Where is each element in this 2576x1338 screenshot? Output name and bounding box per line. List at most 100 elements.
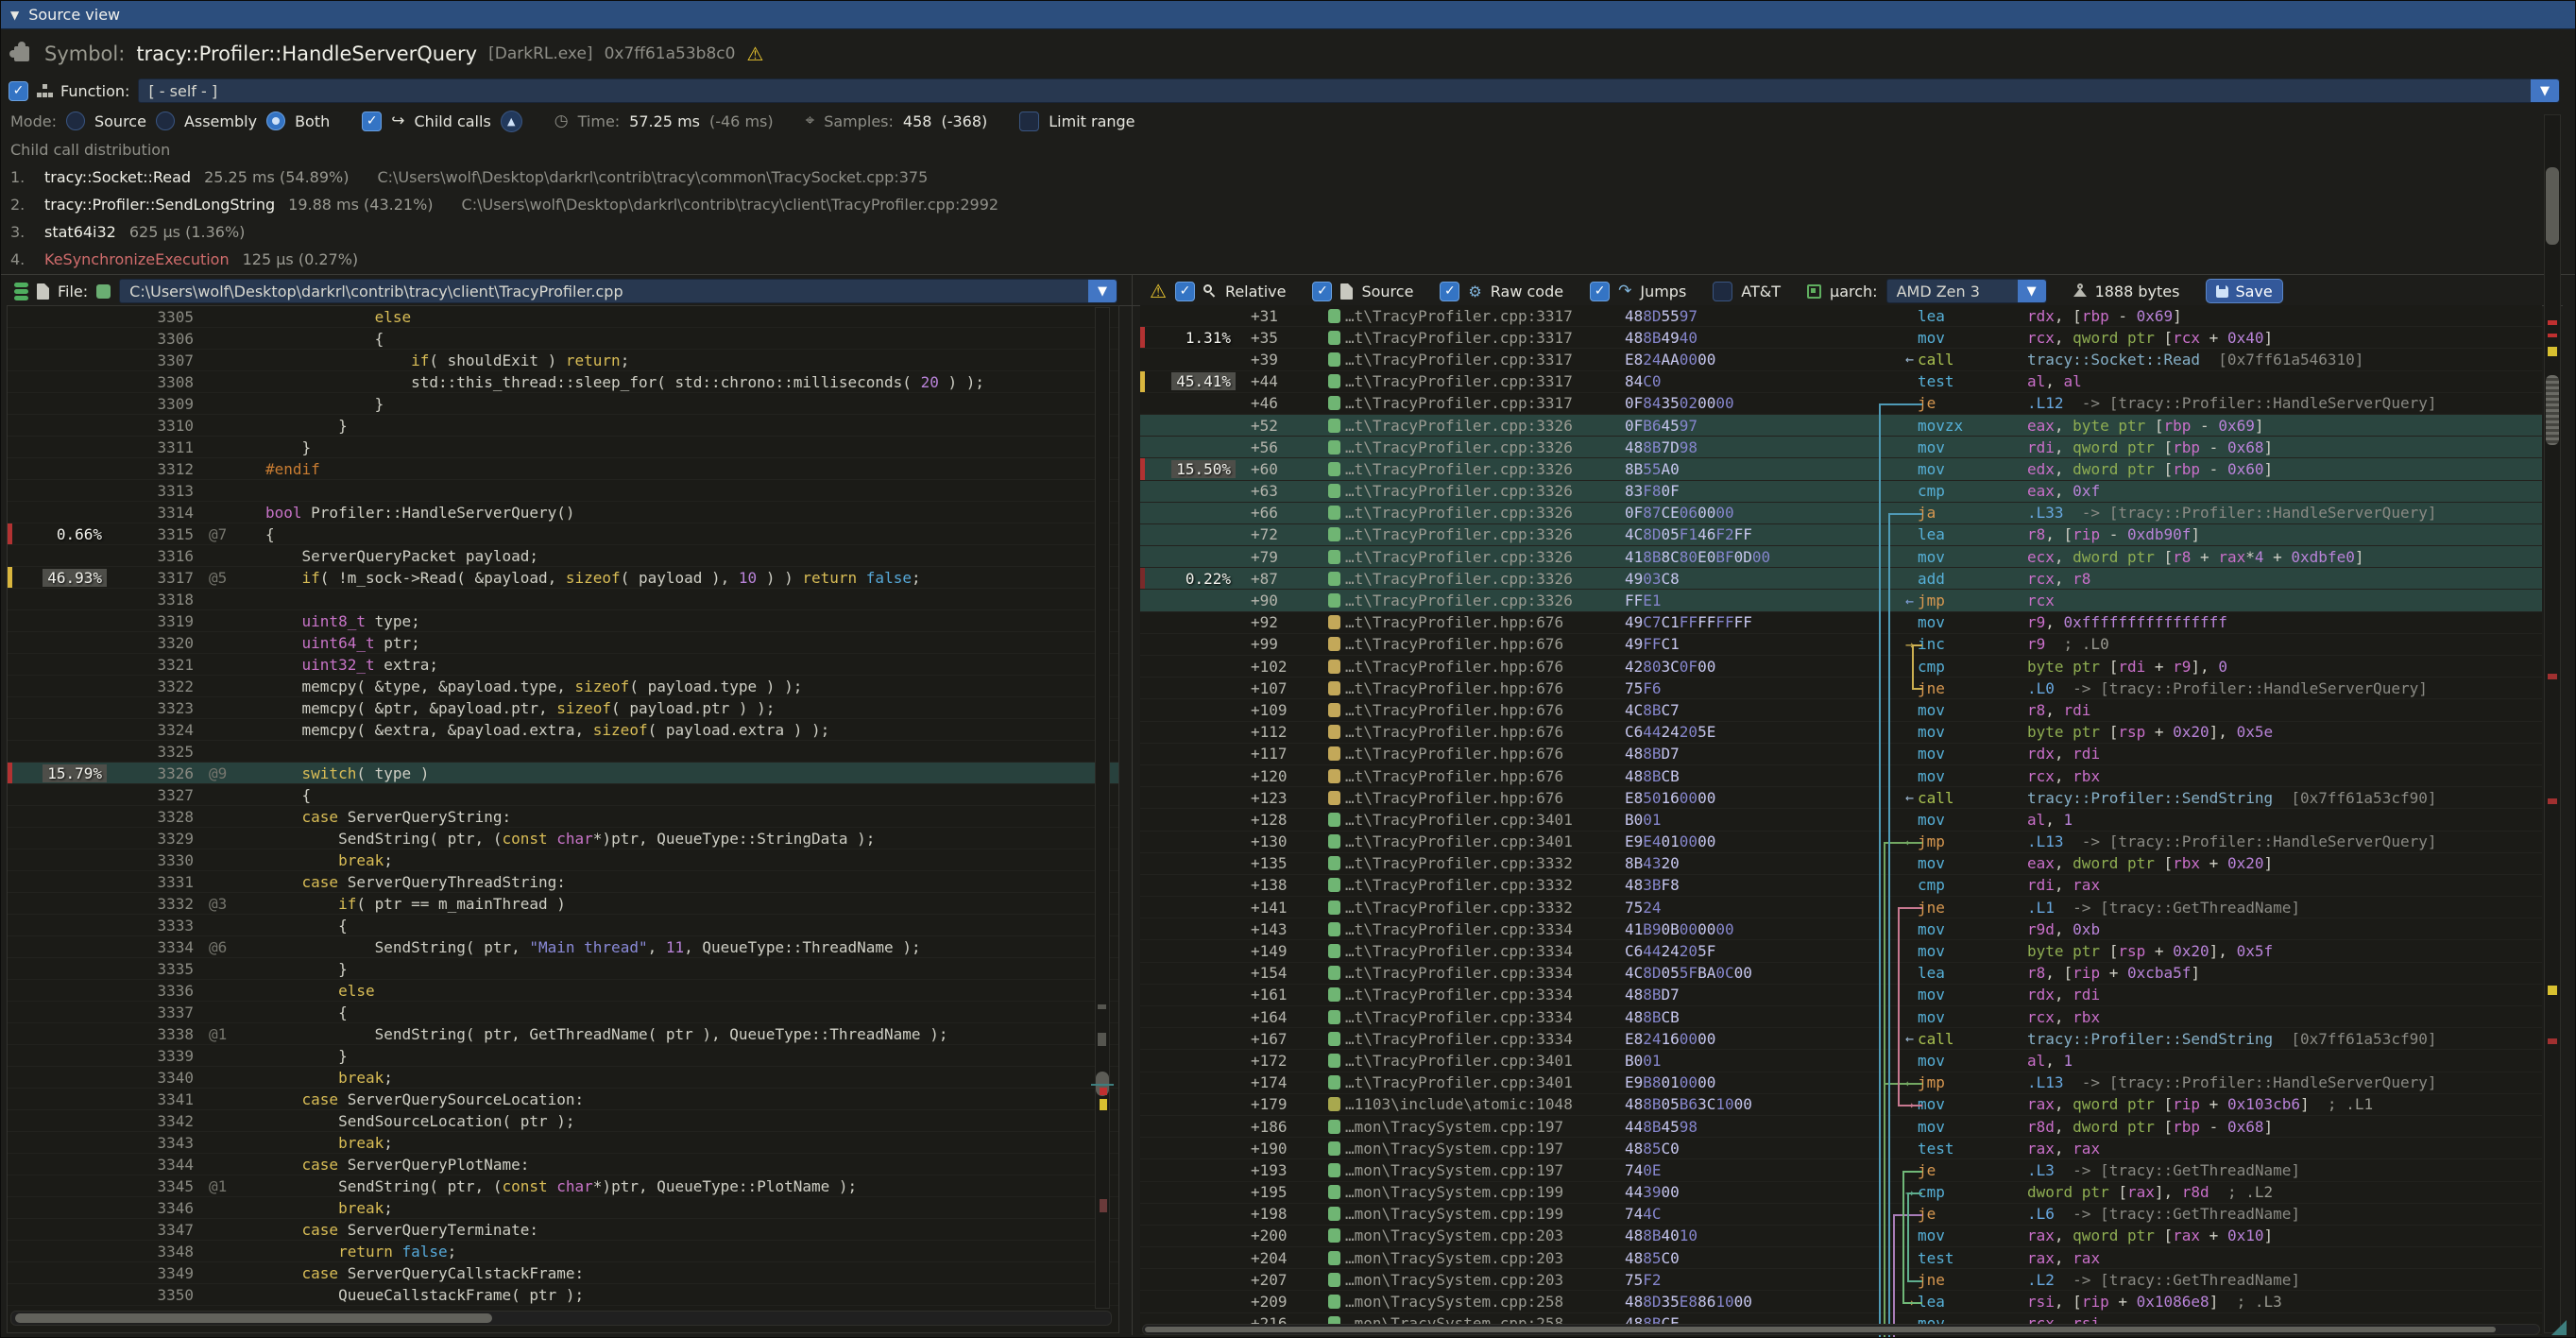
radio-source[interactable] [65,112,85,130]
source-line[interactable]: 3307 if( shouldExit ) return; [8,350,1118,371]
source-line[interactable]: 3314 bool Profiler::HandleServerQuery() [8,502,1118,523]
source-line[interactable]: 3311 } [8,437,1118,458]
source-line[interactable]: 3330 break; [8,849,1118,871]
child-call-item[interactable]: 4. KeSynchronizeExecution 125 µs (0.27%) [10,250,359,268]
source-hthumb[interactable] [15,1313,492,1323]
save-button[interactable]: Save [2206,279,2283,303]
child-call-item[interactable]: 2. tracy::Profiler::SendLongString 19.88 m… [10,196,999,214]
relative-checkbox[interactable]: ✓ [1174,281,1195,301]
source-line[interactable]: 3313 [8,480,1118,502]
source-line[interactable]: 3338 @1 SendString( ptr, GetThreadName( p… [8,1023,1118,1045]
asm-row[interactable]: +209 …mon\TracySystem.cpp:258 488D35E88610… [1140,1291,2542,1313]
chevron-down-icon[interactable]: ▼ [1088,280,1117,302]
source-line[interactable]: 3318 [8,589,1118,610]
asm-row[interactable]: 15.50% +60 …t\TracyProfiler.cpp:3326 8B55A0… [1140,458,2542,481]
asm-row[interactable]: +195…mon\TracySystem.cpp:199443900→cmpdw… [1140,1182,2542,1204]
asm-row[interactable]: 45.41% +44 …t\TracyProfiler.cpp:3317 84C0 te… [1140,370,2542,393]
asm-row[interactable]: +179 …1103\include\atomic:1048 488B05B63C1… [1140,1094,2542,1116]
source-line[interactable]: 3342 SendSourceLocation( ptr ); [8,1110,1118,1132]
chevron-down-icon[interactable]: ▼ [2017,280,2046,302]
jumps-checkbox[interactable]: ✓ [1590,281,1611,301]
asm-row[interactable]: +46 …t\TracyProfiler.cpp:3317 0F8435020000… [1140,393,2542,415]
asm-row[interactable]: +79 …t\TracyProfiler.cpp:3326 418B8C80E0BF… [1140,546,2542,569]
asm-row[interactable]: +107 …t\TracyProfiler.hpp:676 75F6 jne .L0 -… [1140,678,2542,700]
asm-row[interactable]: +138 …t\TracyProfiler.cpp:3332 483BF8 cmp rd… [1140,875,2542,898]
asm-hthumb[interactable] [1145,1327,2496,1332]
source-line[interactable]: 3348 return false; [8,1241,1118,1262]
raw-code-checkbox[interactable]: ✓ [1440,281,1460,301]
asm-row[interactable]: 0.22% +87 …t\TracyProfiler.cpp:3326 4903C8 a… [1140,568,2542,591]
source-line[interactable]: 3350 QueueCallstackFrame( ptr ); [8,1284,1118,1306]
source-line[interactable]: 3319 uint8_t type; [8,610,1118,632]
asm-row[interactable]: +99 …t\TracyProfiler.hpp:676 49FFC1 → inc r9 … [1140,634,2542,656]
source-line[interactable]: 3328 case ServerQueryString: [8,806,1118,828]
asm-row[interactable]: +102 …t\TracyProfiler.hpp:676 42803C0F00 cm… [1140,656,2542,678]
asm-row[interactable]: +154 …t\TracyProfiler.cpp:3334 4C8D055FBA0… [1140,963,2542,985]
source-line[interactable]: 46.93% 3317 @5 if( !m_sock->Read( &payload… [8,567,1118,589]
asm-row[interactable]: +52 …t\TracyProfiler.cpp:3326 0FB64597 movz… [1140,414,2542,437]
march-select[interactable]: AMD Zen 3 ▼ [1885,279,2047,303]
asm-row[interactable]: +141 …t\TracyProfiler.cpp:3332 7524 jne .L1 … [1140,897,2542,919]
source-line[interactable]: 3309 } [8,393,1118,415]
asm-row[interactable]: +66 …t\TracyProfiler.cpp:3326 0F87CE060000… [1140,502,2542,524]
source-line[interactable]: 3320 uint64_t ptr; [8,632,1118,654]
asm-row[interactable]: +143 …t\TracyProfiler.cpp:3334 41B90B00000… [1140,918,2542,941]
source-line[interactable]: 3323 memcpy( &ptr, &payload.ptr, sizeof(… [8,697,1118,719]
asm-row[interactable]: +39 …t\TracyProfiler.cpp:3317 E824AA0000 ← c… [1140,349,2542,371]
asm-row[interactable]: +128 …t\TracyProfiler.cpp:3401 B001 mov al, … [1140,809,2542,832]
source-hscrollbar[interactable] [10,1311,1112,1326]
source-line[interactable]: 3325 [8,741,1118,763]
asm-row[interactable]: +109 …t\TracyProfiler.hpp:676 4C8BC7 mov r8,… [1140,699,2542,722]
source-line[interactable]: 3345 @1 SendString( ptr, (const char*)ptr… [8,1175,1118,1197]
asm-row[interactable]: +198 …mon\TracySystem.cpp:199 744C je .L6 ->… [1140,1204,2542,1226]
asm-hscrollbar[interactable] [1142,1324,2540,1335]
asm-row[interactable]: +63 …t\TracyProfiler.cpp:3326 83F80F cmp eax… [1140,480,2542,503]
child-call-item[interactable]: 1. tracy::Socket::Read 25.25 ms (54.89%) C:… [10,168,929,186]
source-line[interactable]: 3331 case ServerQueryThreadString: [8,871,1118,893]
source-line[interactable]: 3312 #endif [8,458,1118,480]
source-checkbox[interactable]: ✓ [1312,281,1333,301]
asm-row[interactable]: +164 …t\TracyProfiler.cpp:3334 488BCB mov rc… [1140,1006,2542,1029]
asm-row[interactable]: 1.31% +35 …t\TracyProfiler.cpp:3317 488B494… [1140,327,2542,350]
source-line[interactable]: 3332 @3 if( ptr == m_mainThread ) [8,893,1118,915]
limit-range-checkbox[interactable] [1019,111,1040,131]
source-line[interactable]: 3334 @6 SendString( ptr, "Main thread", 1… [8,936,1118,958]
source-line[interactable]: 3335 } [8,958,1118,980]
source-line[interactable]: 3316 ServerQueryPacket payload; [8,545,1118,567]
source-line[interactable]: 3305 else [8,306,1118,328]
asm-row[interactable]: +167 …t\TracyProfiler.cpp:3334 E824160000 ←… [1140,1028,2542,1051]
source-line[interactable]: 3329 SendString( ptr, (const char*)ptr, … [8,828,1118,849]
asm-row[interactable]: +200 …mon\TracySystem.cpp:203 488B4010 mov r… [1140,1226,2542,1248]
collapse-child-calls-button[interactable]: ▲ [500,110,522,132]
source-line[interactable]: 3310 } [8,415,1118,437]
asm-row[interactable]: +186 …mon\TracySystem.cpp:197 448B4598 mov r… [1140,1116,2542,1139]
source-line[interactable]: 3327 { [8,784,1118,806]
source-line[interactable]: 0.66% 3315 @7{ [8,523,1118,545]
asm-row[interactable]: +204 …mon\TracySystem.cpp:203 4885C0 test ra… [1140,1247,2542,1270]
radio-assembly[interactable] [155,112,175,130]
att-checkbox[interactable] [1713,281,1733,301]
source-vscrollbar[interactable] [1095,307,1110,1309]
child-call-item[interactable]: 3. stat64i32 625 µs (1.36%) [10,223,246,241]
asm-vscrollbar[interactable] [2544,114,2561,1333]
asm-row[interactable]: +120 …t\TracyProfiler.hpp:676 488BCB mov rcx… [1140,765,2542,788]
source-line[interactable]: 3322 memcpy( &type, &payload.type, sizeo… [8,676,1118,697]
source-line[interactable]: 15.79% 3326 @9 switch( type ) [8,763,1118,784]
source-line[interactable]: 3336 else [8,980,1118,1002]
source-line[interactable]: 3333 { [8,915,1118,936]
function-checkbox[interactable]: ✓ [9,80,28,101]
file-select[interactable]: C:\Users\wolf\Desktop\darkrl\contrib\tra… [119,279,1117,303]
asm-row[interactable]: +117 …t\TracyProfiler.hpp:676 488BD7 mov rdx… [1140,744,2542,765]
child-calls-checkbox[interactable]: ✓ [362,111,383,131]
asm-row[interactable]: +130…t\TracyProfiler.cpp:3401E9E4010000←… [1140,832,2542,853]
resize-grip[interactable] [2551,1320,2567,1335]
asm-row[interactable]: +112 …t\TracyProfiler.hpp:676 C64424205E mo… [1140,722,2542,744]
source-line[interactable]: 3339 } [8,1045,1118,1067]
source-line[interactable]: 3308 std::this_thread::sleep_for( std::c… [8,371,1118,393]
source-line[interactable]: 3340 break; [8,1067,1118,1089]
source-line[interactable]: 3347 case ServerQueryTerminate: [8,1219,1118,1241]
collapse-icon[interactable]: ▼ [10,8,20,22]
asm-row[interactable]: +92 …t\TracyProfiler.hpp:676 49C7C1FFFFFFF… [1140,612,2542,634]
source-line[interactable]: 3343 break; [8,1132,1118,1154]
source-line[interactable]: 3337 { [8,1002,1118,1023]
